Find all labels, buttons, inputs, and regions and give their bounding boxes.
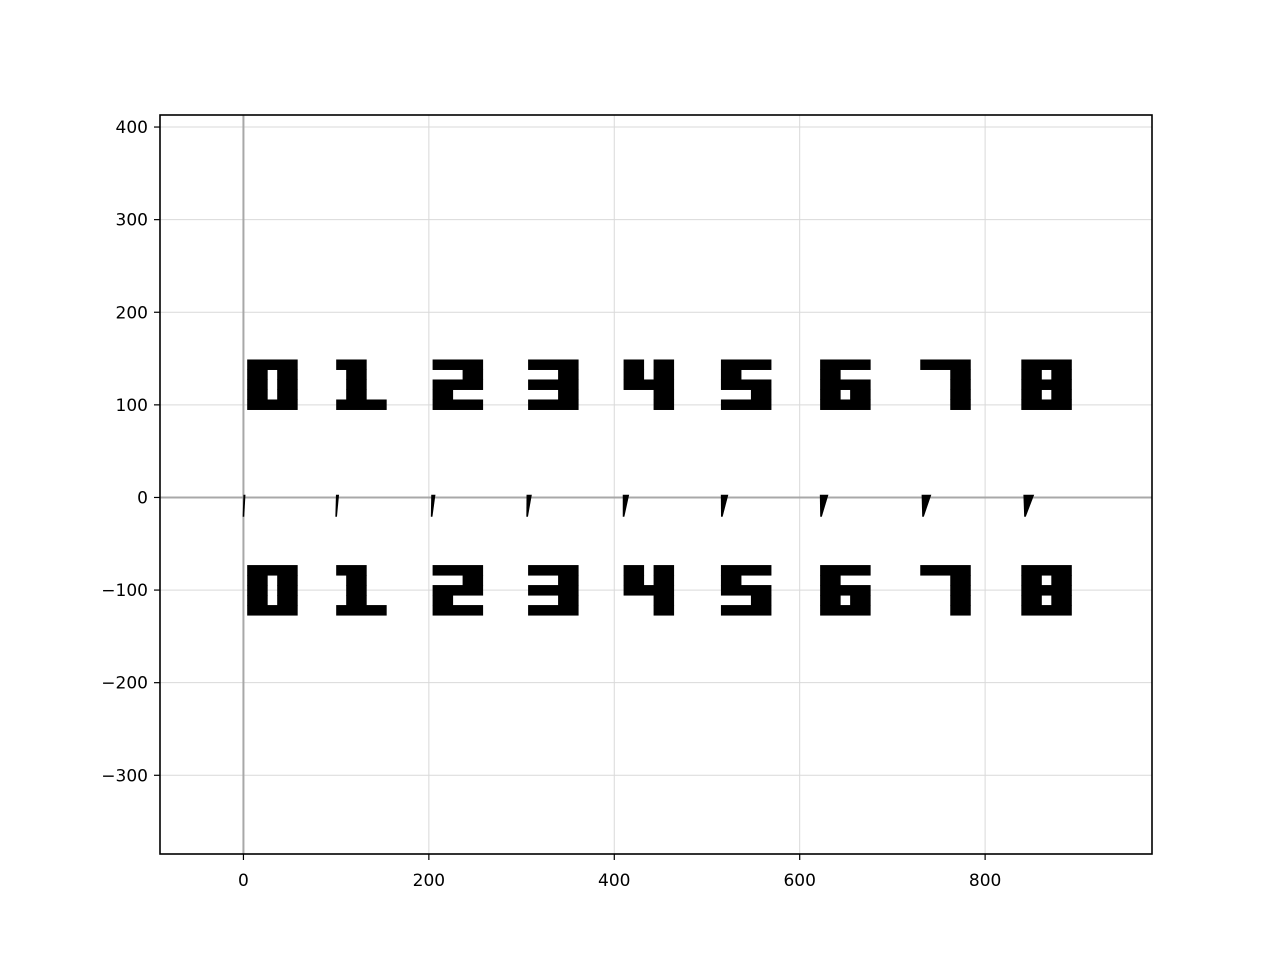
digit-glyph-5 — [720, 359, 772, 410]
digit-glyph-3 — [528, 565, 579, 616]
digit-glyph-0 — [247, 359, 298, 410]
wedge-marker — [819, 494, 829, 517]
tick-marks — [154, 126, 986, 860]
wedge-marker — [720, 494, 729, 517]
zero-axes — [160, 115, 1152, 854]
plot-frame — [159, 114, 1153, 855]
digit-glyph-8 — [1021, 359, 1072, 410]
x-tick-label: 800 — [969, 871, 1001, 891]
y-tick-label: 400 — [116, 118, 148, 138]
digit-glyph-3 — [528, 359, 579, 410]
y-tick-label: 100 — [116, 396, 148, 416]
y-tick-label: −100 — [101, 581, 148, 601]
plot-marks — [242, 359, 1072, 616]
digit-glyph-4 — [623, 359, 675, 410]
wedge-marker — [430, 494, 436, 517]
wedge-marker — [526, 494, 532, 517]
digit-glyph-6 — [820, 565, 871, 616]
digit-glyph-2 — [432, 565, 484, 616]
digit-glyph-1 — [336, 359, 387, 410]
x-tick-label: 400 — [598, 871, 630, 891]
digit-glyph-6 — [820, 359, 871, 410]
y-tick-label: 0 — [137, 488, 148, 508]
y-tick-label: 300 — [116, 211, 148, 231]
digit-glyph-5 — [720, 565, 772, 616]
y-tick-label: −200 — [101, 674, 148, 694]
digit-glyph-0 — [247, 565, 298, 616]
y-tick-label: −300 — [101, 766, 148, 786]
digit-glyph-2 — [432, 359, 484, 410]
digit-glyph-7 — [920, 359, 971, 410]
digit-glyph-4 — [623, 565, 675, 616]
y-tick-label: 200 — [116, 303, 148, 323]
x-tick-label: 200 — [413, 871, 445, 891]
digit-glyph-7 — [920, 565, 971, 616]
x-tick-label: 0 — [238, 871, 249, 891]
wedge-marker — [622, 494, 630, 517]
digit-glyph-8 — [1021, 565, 1072, 616]
x-tick-label: 600 — [783, 871, 815, 891]
wedge-marker — [242, 494, 246, 517]
digit-glyph-1 — [336, 565, 387, 616]
wedge-marker — [921, 494, 932, 517]
tick-labels: 0 200 400 600 800 400 300 200 100 0 −100 −200 −300 — [101, 118, 1001, 891]
wedge-marker — [335, 494, 340, 517]
wedge-marker — [1023, 494, 1035, 517]
